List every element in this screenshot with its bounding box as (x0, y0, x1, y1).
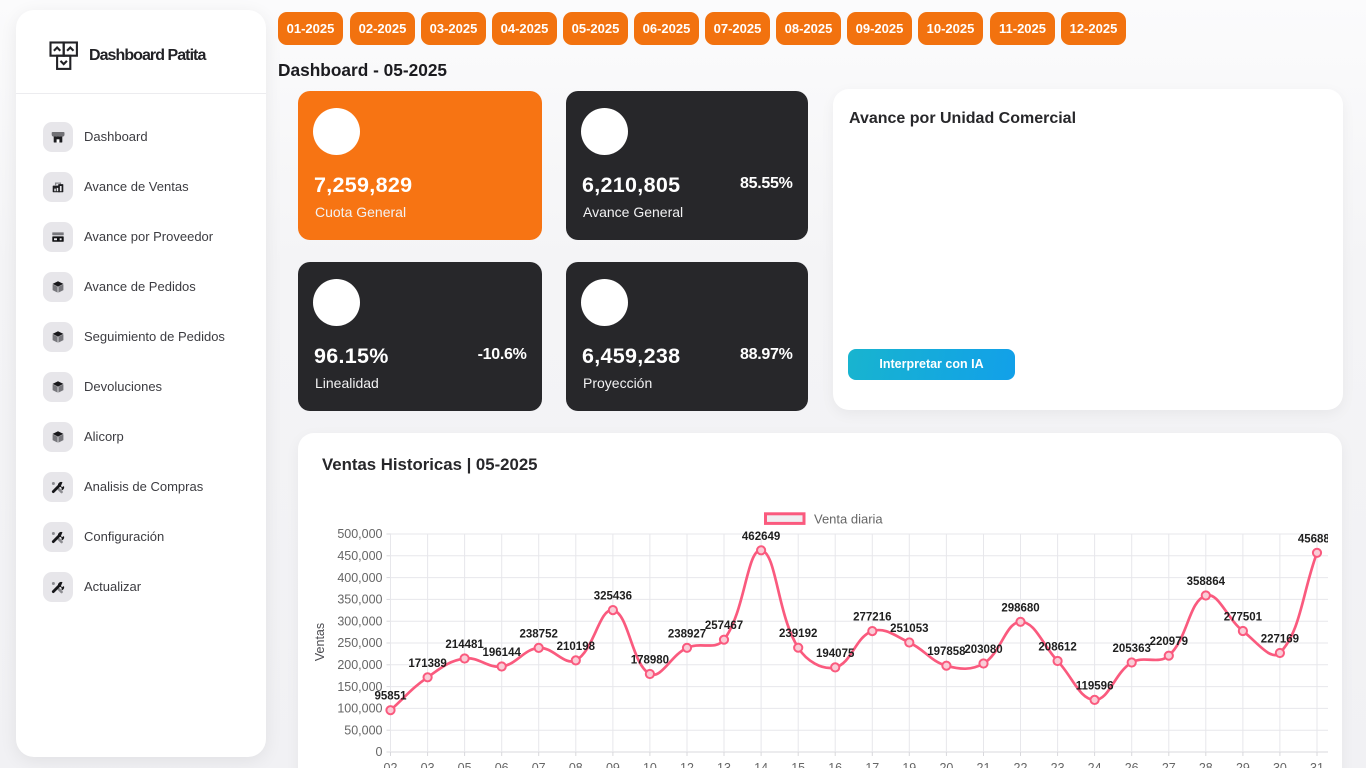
svg-text:197858: 197858 (927, 646, 966, 658)
svg-text:257467: 257467 (705, 620, 743, 632)
svg-text:358864: 358864 (1187, 576, 1226, 588)
svg-text:277501: 277501 (1224, 612, 1263, 624)
svg-text:95851: 95851 (375, 691, 408, 703)
svg-text:100,000: 100,000 (337, 702, 382, 716)
svg-text:277216: 277216 (853, 612, 891, 624)
svg-text:205363: 205363 (1113, 643, 1151, 655)
svg-text:09: 09 (606, 761, 620, 768)
svg-text:08: 08 (569, 761, 583, 768)
svg-text:456884: 456884 (1298, 533, 1328, 545)
svg-text:150,000: 150,000 (337, 680, 382, 694)
svg-text:16: 16 (828, 761, 842, 768)
svg-text:210198: 210198 (557, 641, 596, 653)
svg-text:30: 30 (1273, 761, 1287, 768)
svg-text:200,000: 200,000 (337, 658, 382, 672)
svg-text:227169: 227169 (1261, 634, 1299, 646)
svg-text:23: 23 (1051, 761, 1065, 768)
svg-text:19: 19 (902, 761, 916, 768)
svg-text:500,000: 500,000 (337, 527, 382, 541)
svg-text:Venta diaria: Venta diaria (814, 512, 883, 527)
svg-text:178980: 178980 (631, 655, 669, 667)
svg-text:26: 26 (1125, 761, 1139, 768)
svg-text:171389: 171389 (408, 658, 446, 670)
svg-text:31: 31 (1310, 761, 1324, 768)
svg-text:29: 29 (1236, 761, 1250, 768)
svg-text:350,000: 350,000 (337, 593, 382, 607)
svg-text:238927: 238927 (668, 628, 706, 640)
svg-text:214481: 214481 (445, 639, 484, 651)
svg-text:27: 27 (1162, 761, 1176, 768)
svg-text:15: 15 (791, 761, 805, 768)
svg-text:462649: 462649 (742, 531, 780, 543)
svg-text:28: 28 (1199, 761, 1213, 768)
svg-text:300,000: 300,000 (337, 614, 382, 628)
svg-text:10: 10 (643, 761, 657, 768)
svg-text:20: 20 (939, 761, 953, 768)
svg-text:22: 22 (1014, 761, 1028, 768)
svg-text:251053: 251053 (890, 623, 928, 635)
svg-text:02: 02 (384, 761, 398, 768)
svg-text:05: 05 (458, 761, 472, 768)
svg-text:119596: 119596 (1076, 680, 1114, 692)
svg-text:203080: 203080 (964, 644, 1002, 656)
svg-text:24: 24 (1088, 761, 1102, 768)
svg-text:208612: 208612 (1038, 642, 1076, 654)
svg-text:250,000: 250,000 (337, 636, 382, 650)
svg-text:12: 12 (680, 761, 694, 768)
svg-text:13: 13 (717, 761, 731, 768)
svg-text:238752: 238752 (520, 628, 558, 640)
svg-text:194075: 194075 (816, 648, 855, 660)
svg-text:21: 21 (977, 761, 991, 768)
svg-text:07: 07 (532, 761, 546, 768)
svg-text:Ventas: Ventas (313, 623, 327, 661)
svg-text:03: 03 (421, 761, 435, 768)
svg-text:0: 0 (376, 745, 383, 759)
svg-text:06: 06 (495, 761, 509, 768)
svg-text:220979: 220979 (1150, 636, 1188, 648)
svg-text:450,000: 450,000 (337, 549, 382, 563)
svg-text:196144: 196144 (483, 647, 522, 659)
svg-text:239192: 239192 (779, 628, 817, 640)
svg-text:17: 17 (865, 761, 879, 768)
svg-text:50,000: 50,000 (344, 723, 382, 737)
svg-text:325436: 325436 (594, 591, 632, 603)
svg-text:298680: 298680 (1001, 602, 1039, 614)
svg-text:400,000: 400,000 (337, 571, 382, 585)
svg-text:14: 14 (754, 761, 768, 768)
